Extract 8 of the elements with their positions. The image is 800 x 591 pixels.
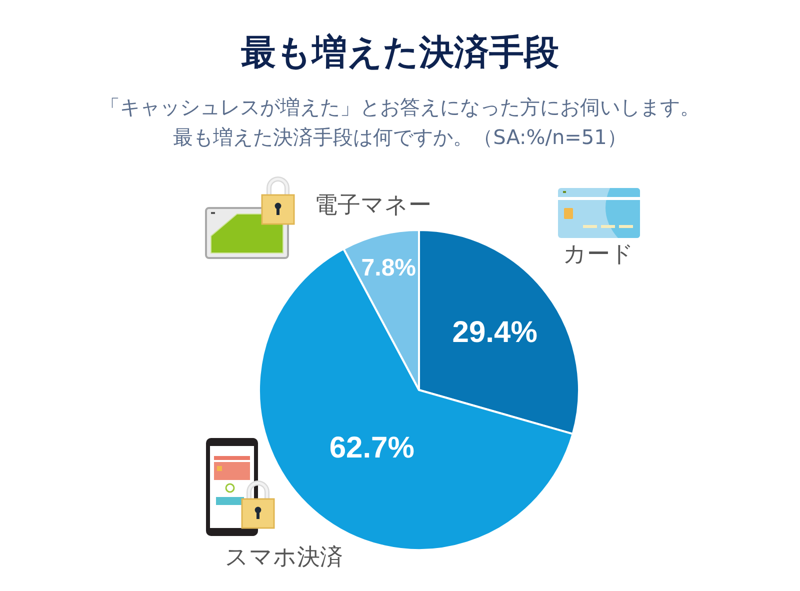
data-label: 29.4% [452, 316, 538, 349]
data-label: 62.7% [329, 431, 414, 464]
slice-label: 電子マネー [314, 192, 432, 219]
slice-label: スマホ決済 [224, 544, 343, 570]
chart-title: 最も増えた決済手段 [241, 33, 559, 73]
chart-subtitle: 「キャッシュレスが増えた」とお答えになった方にお伺いします。最も増えた決済手段は何ですか。（SA:%/n=51） [100, 95, 700, 149]
data-label: 7.8% [361, 254, 416, 282]
slice-label: カード [563, 242, 634, 268]
